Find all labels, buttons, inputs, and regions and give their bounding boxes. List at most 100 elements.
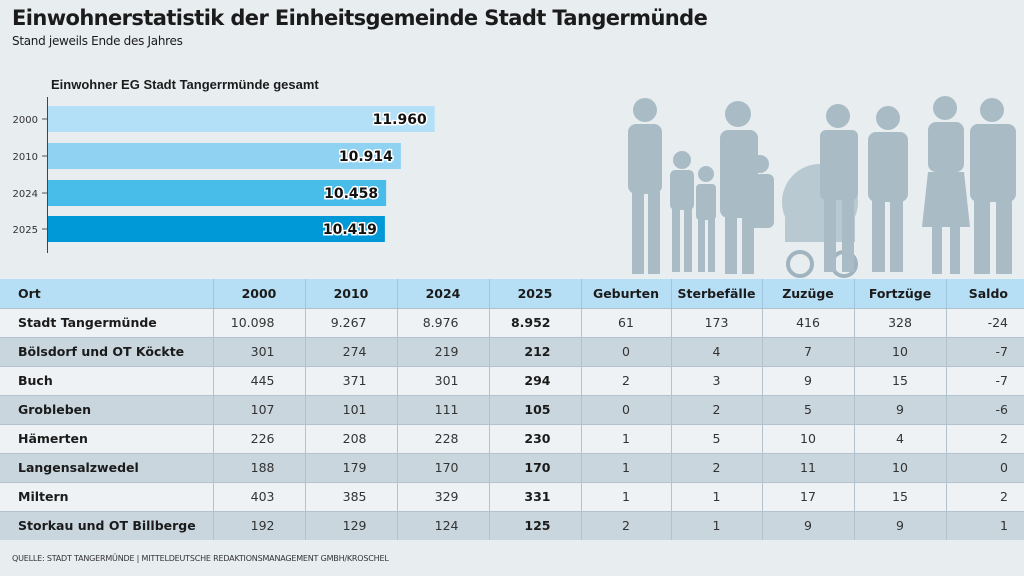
table-cell: 403 (213, 481, 306, 511)
bar-value-label: 10.458 (324, 186, 378, 202)
table-cell: 1 (581, 452, 672, 482)
table-cell: 9 (762, 510, 855, 540)
bar-2024 (48, 180, 387, 206)
table-cell: 105 (489, 394, 582, 424)
table-cell: -7 (946, 365, 1024, 395)
place-name-cell: Langensalzwedel (0, 452, 214, 482)
table-cell: 329 (397, 481, 490, 511)
table-cell: 15 (854, 365, 947, 395)
table-cell: 328 (854, 307, 947, 337)
bar-chart: Einwohner EG Stadt Tangerrmünde gesamt 2… (13, 77, 435, 253)
table-cell: 5 (762, 394, 855, 424)
table-cell: 301 (397, 365, 490, 395)
table-cell: 385 (305, 481, 398, 511)
table-cell: 1 (581, 481, 672, 511)
column-header: Zuzüge (762, 279, 855, 308)
bar-value-label: 10.914 (339, 149, 393, 165)
table-cell: 170 (489, 452, 582, 482)
table-cell: 226 (213, 423, 306, 453)
table-cell: 9.267 (305, 307, 398, 337)
table-cell: 1 (671, 510, 763, 540)
table-cell: 230 (489, 423, 582, 453)
column-header: Sterbefälle (671, 279, 763, 308)
table-cell: 228 (397, 423, 490, 453)
column-header: 2000 (213, 279, 306, 308)
table-cell: 129 (305, 510, 398, 540)
table-cell: 445 (213, 365, 306, 395)
table-cell: 10 (854, 452, 947, 482)
table-cell: 1 (671, 481, 763, 511)
table-cell: 15 (854, 481, 947, 511)
y-tick-label: 2010 (13, 152, 38, 163)
column-header: Ort (0, 279, 214, 308)
table-cell: 170 (397, 452, 490, 482)
y-tick-label: 2024 (13, 189, 38, 200)
table-cell: 173 (671, 307, 763, 337)
table-cell: 416 (762, 307, 855, 337)
table-row: Miltern 403 385 329 331 1 1 17 15 2 (0, 481, 1024, 511)
page-title: Einwohnerstatistik der Einheitsgemeinde … (12, 6, 708, 30)
table-cell: 101 (305, 394, 398, 424)
table-cell: 1 (946, 510, 1024, 540)
table-cell: 5 (671, 423, 763, 453)
page-subtitle: Stand jeweils Ende des Jahres (12, 34, 183, 48)
place-name-cell: Storkau und OT Billberge (0, 510, 214, 540)
table-cell: 2 (946, 423, 1024, 453)
table-cell: 2 (946, 481, 1024, 511)
place-name-cell: Bölsdorf und OT Köckte (0, 336, 214, 366)
table-cell: 11 (762, 452, 855, 482)
place-name-cell: Miltern (0, 481, 214, 511)
table-cell: 2 (581, 365, 672, 395)
source-note: QUELLE: STADT TANGERMÜNDE | MITTELDEUTSC… (12, 554, 389, 563)
table-cell: -24 (946, 307, 1024, 337)
table-cell: 8.952 (489, 307, 582, 337)
table-row: Stadt Tangermünde 10.098 9.267 8.976 8.952 61… (0, 307, 1024, 337)
table-cell: 111 (397, 394, 490, 424)
table-cell: 10 (762, 423, 855, 453)
table-cell: 8.976 (397, 307, 490, 337)
table-cell: 107 (213, 394, 306, 424)
table-cell: -6 (946, 394, 1024, 424)
table-cell: 9 (854, 394, 947, 424)
chart-title: Einwohner EG Stadt Tangerrmünde gesamt (51, 77, 319, 92)
table-row: Bölsdorf und OT Köckte 301 274 219 212 0 4 7 10-… (0, 336, 1024, 366)
table-header-row: Ort 2000 2010 2024 2025 Geburten Sterbefälle Zu… (0, 279, 1024, 308)
column-header: Saldo (946, 279, 1024, 308)
table-cell: 3 (671, 365, 763, 395)
table-cell: 212 (489, 336, 582, 366)
bar-2010 (48, 143, 401, 169)
table-cell: 1 (581, 423, 672, 453)
table-cell: 0 (946, 452, 1024, 482)
table-row: Storkau und OT Billberge 192 129 124 125 2 1 9 9… (0, 510, 1024, 540)
table-cell: 0 (581, 336, 672, 366)
table-cell: 4 (671, 336, 763, 366)
y-tick-label: 2000 (13, 115, 38, 126)
table-row: Hämerten 226 208 228 230 1 5 10 4 2 (0, 423, 1024, 453)
table-cell: 9 (762, 365, 855, 395)
people-illustration (628, 96, 1016, 278)
table-cell: 192 (213, 510, 306, 540)
table-cell: 0 (581, 394, 672, 424)
column-header: Fortzüge (854, 279, 947, 308)
place-name-cell: Buch (0, 365, 214, 395)
table-cell: 219 (397, 336, 490, 366)
table-row: Langensalzwedel 188 179 170 170 1 2 11 10 0 (0, 452, 1024, 482)
table-cell: 2 (671, 452, 763, 482)
table-cell: 61 (581, 307, 672, 337)
bar-2025 (48, 216, 385, 242)
table-cell: 294 (489, 365, 582, 395)
table-row: Buch 445 371 301 294 2 3 9 15 -7 (0, 365, 1024, 395)
table-row: Grobleben 107 101 111 105 0 2 5 9 -6 (0, 394, 1024, 424)
population-table: Ort 2000 2010 2024 2025 Geburten Sterbefälle Zu… (0, 279, 1024, 540)
table-cell: 331 (489, 481, 582, 511)
table-cell: 2 (671, 394, 763, 424)
table-cell: 125 (489, 510, 582, 540)
bar-value-label: 11.960 (373, 112, 427, 128)
column-header: Geburten (581, 279, 672, 308)
table-cell: 124 (397, 510, 490, 540)
table-cell: 371 (305, 365, 398, 395)
table-cell: -7 (946, 336, 1024, 366)
place-name-cell: Stadt Tangermünde (0, 307, 214, 337)
place-name-cell: Hämerten (0, 423, 214, 453)
bar-2000 (48, 106, 435, 132)
